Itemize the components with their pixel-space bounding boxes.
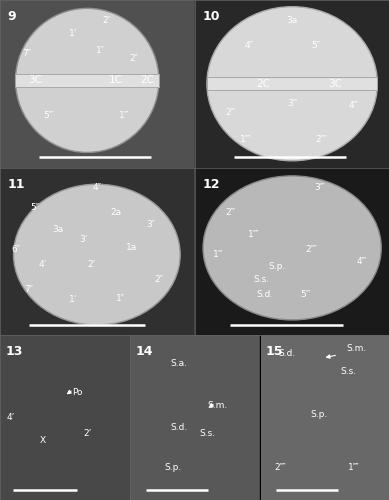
- Text: 3a: 3a: [53, 225, 64, 234]
- Text: 1⁗: 1⁗: [348, 462, 359, 471]
- Text: 14: 14: [136, 345, 153, 358]
- Text: 2⁗: 2⁗: [274, 462, 286, 471]
- Text: 2C: 2C: [256, 78, 270, 89]
- Text: 1’: 1’: [69, 29, 78, 38]
- Text: S.m.: S.m.: [208, 402, 228, 410]
- Ellipse shape: [207, 6, 377, 161]
- Text: 3C: 3C: [28, 76, 42, 86]
- Text: 4’: 4’: [39, 260, 47, 269]
- Text: Po: Po: [72, 388, 82, 397]
- Text: 4‴: 4‴: [357, 257, 367, 266]
- Text: 4‴: 4‴: [349, 101, 359, 110]
- Text: 3a: 3a: [287, 16, 298, 24]
- Text: S.d.: S.d.: [256, 290, 273, 300]
- Ellipse shape: [203, 176, 381, 320]
- Text: S.d.: S.d.: [171, 423, 188, 432]
- Text: 2‴: 2‴: [225, 208, 235, 217]
- Text: S.s.: S.s.: [200, 430, 216, 438]
- Text: 15: 15: [266, 345, 284, 358]
- Text: 1″: 1″: [116, 294, 124, 302]
- Text: 5‴: 5‴: [43, 111, 54, 120]
- Text: 1’: 1’: [69, 296, 78, 304]
- Text: S.s.: S.s.: [340, 367, 356, 376]
- Ellipse shape: [16, 8, 159, 152]
- Text: 2a: 2a: [111, 208, 122, 217]
- Text: S.p.: S.p.: [164, 462, 182, 471]
- Text: S.s.: S.s.: [253, 275, 269, 284]
- Text: X: X: [39, 436, 46, 445]
- Text: S.m.: S.m.: [346, 344, 366, 352]
- Text: 3’: 3’: [79, 235, 88, 244]
- Text: 11: 11: [8, 178, 25, 190]
- Text: 12: 12: [203, 178, 221, 190]
- Text: 2⁗: 2⁗: [315, 134, 327, 143]
- Ellipse shape: [14, 184, 180, 325]
- Text: 2‴: 2‴: [225, 108, 235, 116]
- Text: 3‴: 3‴: [287, 100, 297, 108]
- Text: 6″: 6″: [11, 245, 20, 254]
- Text: S.a.: S.a.: [171, 358, 188, 368]
- Text: 1‴: 1‴: [213, 250, 224, 259]
- Text: S.p.: S.p.: [268, 262, 285, 271]
- Text: 5‴: 5‴: [301, 290, 311, 300]
- Text: 1⁗: 1⁗: [247, 230, 259, 239]
- FancyBboxPatch shape: [207, 77, 377, 90]
- Text: 1″: 1″: [96, 46, 105, 54]
- Text: 1⁗: 1⁗: [240, 134, 252, 143]
- Text: 1‴: 1‴: [119, 111, 129, 120]
- Text: 3″: 3″: [147, 220, 156, 229]
- Text: 5″: 5″: [311, 40, 320, 50]
- Text: 2’: 2’: [102, 16, 111, 24]
- Text: 3‴: 3‴: [314, 183, 324, 192]
- Text: 13: 13: [5, 345, 23, 358]
- Text: 1C: 1C: [109, 76, 123, 86]
- Text: 2″: 2″: [129, 54, 138, 63]
- Text: 7″: 7″: [25, 286, 33, 294]
- Text: S.p.: S.p.: [310, 410, 328, 418]
- Text: 2’: 2’: [87, 260, 95, 269]
- Text: 4″: 4″: [245, 40, 254, 50]
- FancyBboxPatch shape: [16, 74, 159, 87]
- Text: 4’: 4’: [6, 413, 14, 422]
- Text: 2⁗: 2⁗: [306, 245, 317, 254]
- Text: 2’: 2’: [83, 430, 92, 438]
- Text: 5″: 5″: [30, 203, 39, 212]
- Text: 1a: 1a: [126, 244, 137, 252]
- Text: 9: 9: [8, 10, 16, 23]
- Text: 2″: 2″: [154, 275, 163, 284]
- Text: 3C: 3C: [328, 78, 342, 89]
- Text: 10: 10: [203, 10, 221, 23]
- Text: 4″: 4″: [92, 183, 102, 192]
- Text: 7″: 7″: [23, 49, 32, 58]
- Text: 2C: 2C: [140, 76, 154, 86]
- Text: S.d.: S.d.: [278, 348, 295, 358]
